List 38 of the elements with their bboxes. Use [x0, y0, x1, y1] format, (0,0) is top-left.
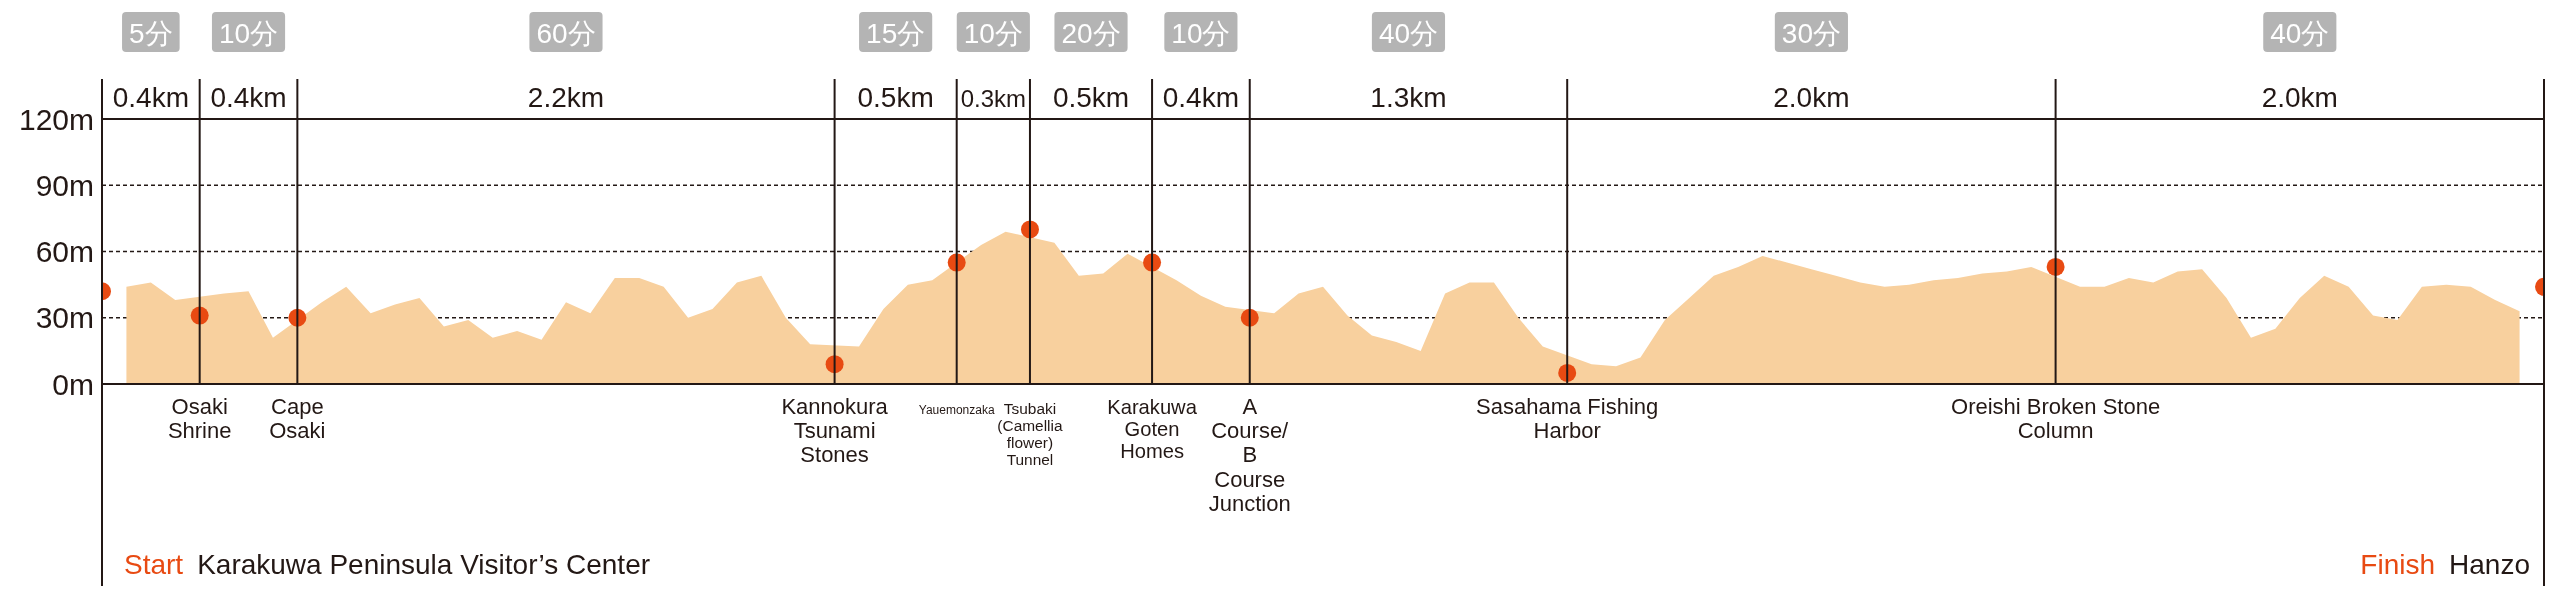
text: 15分 [866, 18, 926, 49]
y-tick-label: 90m [35, 168, 94, 202]
text: 60分 [536, 18, 596, 49]
text: 10分 [218, 18, 279, 49]
x-tick-label: Tsubaki (Camellia flower) Tunnel [997, 400, 1063, 468]
text: 0.4km [1162, 82, 1240, 113]
text: 20分 [1061, 18, 1121, 49]
text: 40分 [1378, 18, 1439, 49]
text: 2.2km [527, 82, 605, 113]
y-tick-label: 120m [18, 102, 94, 136]
text: 0.3km [960, 85, 1026, 112]
x-tick-label: A Course/ B Course Junction [1208, 394, 1291, 516]
text: 0.4km [210, 82, 287, 113]
x-tick-label: Osaki Shrine [167, 394, 232, 444]
text: 5分 [129, 18, 173, 49]
x-tick-label: Sasahama Fishing Harbor [1476, 394, 1659, 444]
text: 0.5km [857, 82, 934, 113]
y-tick-label: 60m [35, 235, 94, 269]
text: 30分 [1781, 18, 1841, 49]
text: 40分 [2270, 18, 2330, 49]
text: Finish [2360, 549, 2436, 580]
x-tick-label: Kannokura Tsunami Stones [781, 394, 889, 468]
text: 1.3km [1370, 82, 1447, 113]
text: 2.0km [1773, 82, 1850, 113]
y-tick-label: 0m [52, 367, 94, 401]
x-tick-label: Cape Osaki [269, 394, 326, 444]
text: 0.4km [112, 82, 189, 113]
text: Karakuwa Peninsula Visitor’s Center [197, 549, 651, 580]
text: 10分 [1171, 18, 1231, 49]
x-tick-label: Yauemonzaka [918, 403, 995, 417]
text: 10分 [963, 18, 1023, 49]
text: Start [124, 549, 184, 580]
y-tick-label: 30m [35, 301, 94, 335]
x-tick-label: Oreishi Broken Stone Column [1951, 394, 2161, 444]
text: 2.0km [2261, 82, 2338, 113]
text: Hanzo [2449, 549, 2530, 580]
x-tick-label: Karakuwa Goten Homes [1107, 396, 1198, 463]
text: 0.5km [1052, 82, 1130, 113]
